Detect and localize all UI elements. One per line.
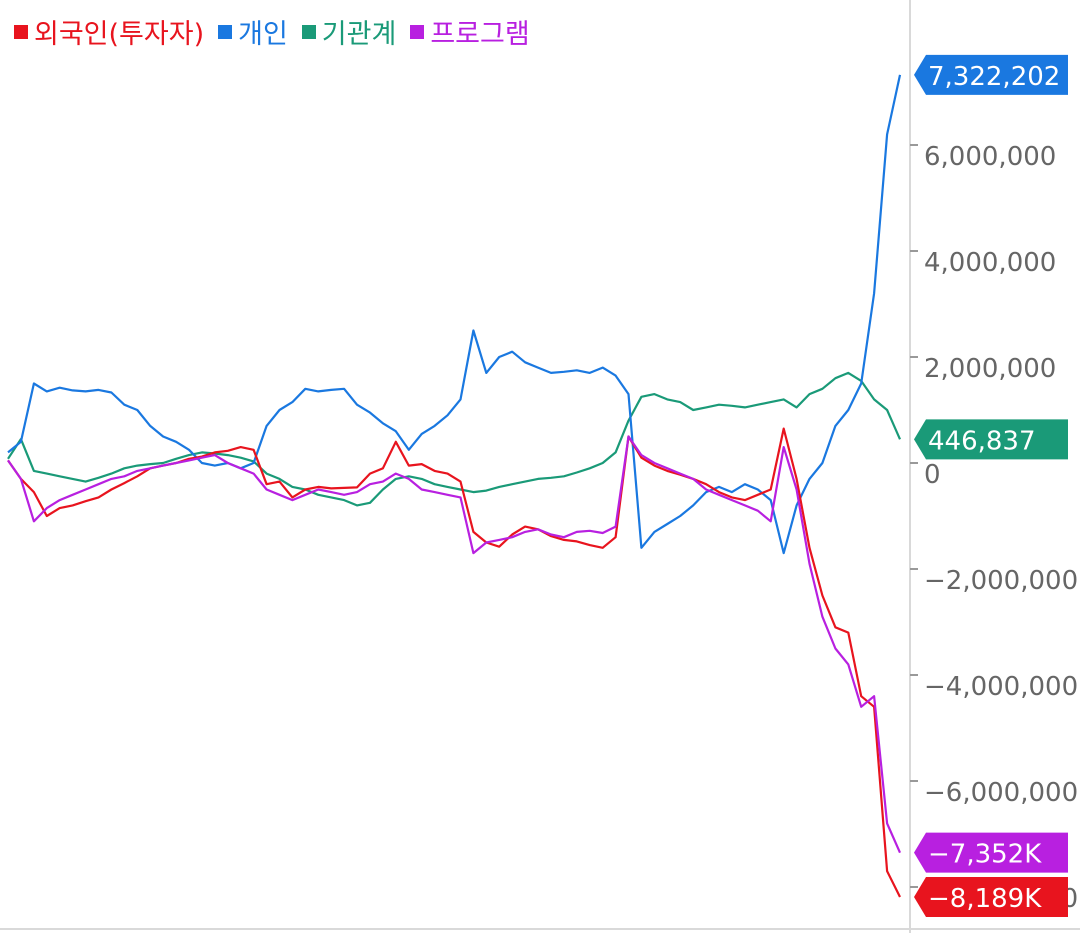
legend-swatch [218, 24, 233, 39]
legend-label: 기관계 [321, 19, 397, 50]
badge-label: −8,189K [928, 884, 1042, 914]
series-line [7, 371, 902, 507]
legend-item: 개인 [218, 12, 288, 51]
series-line [7, 435, 902, 854]
y-tick-label: −4,000,000 [924, 672, 1078, 702]
end-value-badges: −8,189K 7,322,202 446,837 −7,352K [914, 54, 1068, 918]
y-tick-label: 4,000,000 [924, 248, 1056, 278]
y-tick-label: 2,000,000 [924, 354, 1056, 384]
y-tick-label: 6,000,000 [924, 142, 1056, 172]
badge-label: −7,352K [928, 840, 1042, 870]
end-value-badge: 7,322,202 [914, 54, 1068, 95]
badge-label: 446,837 [928, 426, 1036, 456]
end-value-badge: −7,352K [914, 832, 1068, 873]
y-tick-label: −2,000,000 [924, 566, 1078, 596]
legend-item: 외국인(투자자) [14, 12, 204, 51]
badge-shape [914, 832, 1068, 873]
legend-swatch [301, 24, 316, 39]
badge-shape [914, 54, 1068, 95]
badge-shape [914, 877, 1068, 918]
legend-label: 개인 [238, 19, 288, 50]
chart-legend: 외국인(투자자) 개인 기관계 프로그램 [14, 12, 530, 51]
badge-shape [914, 419, 1068, 460]
y-tick-label: 0 [924, 460, 941, 490]
series-lines [7, 74, 902, 898]
end-value-badge: −8,189K [914, 877, 1068, 918]
legend-item: 기관계 [301, 12, 397, 51]
series-line [7, 74, 902, 555]
legend-label: 프로그램 [430, 19, 530, 50]
end-value-badge: 446,837 [914, 419, 1068, 460]
legend-swatch [410, 24, 425, 39]
legend-swatch [14, 24, 28, 39]
badge-label: 7,322,202 [928, 62, 1060, 92]
legend-item: 프로그램 [410, 12, 530, 51]
legend-label: 외국인(투자자) [34, 19, 205, 50]
y-tick-label: −6,000,000 [924, 778, 1078, 808]
series-line [7, 427, 901, 898]
